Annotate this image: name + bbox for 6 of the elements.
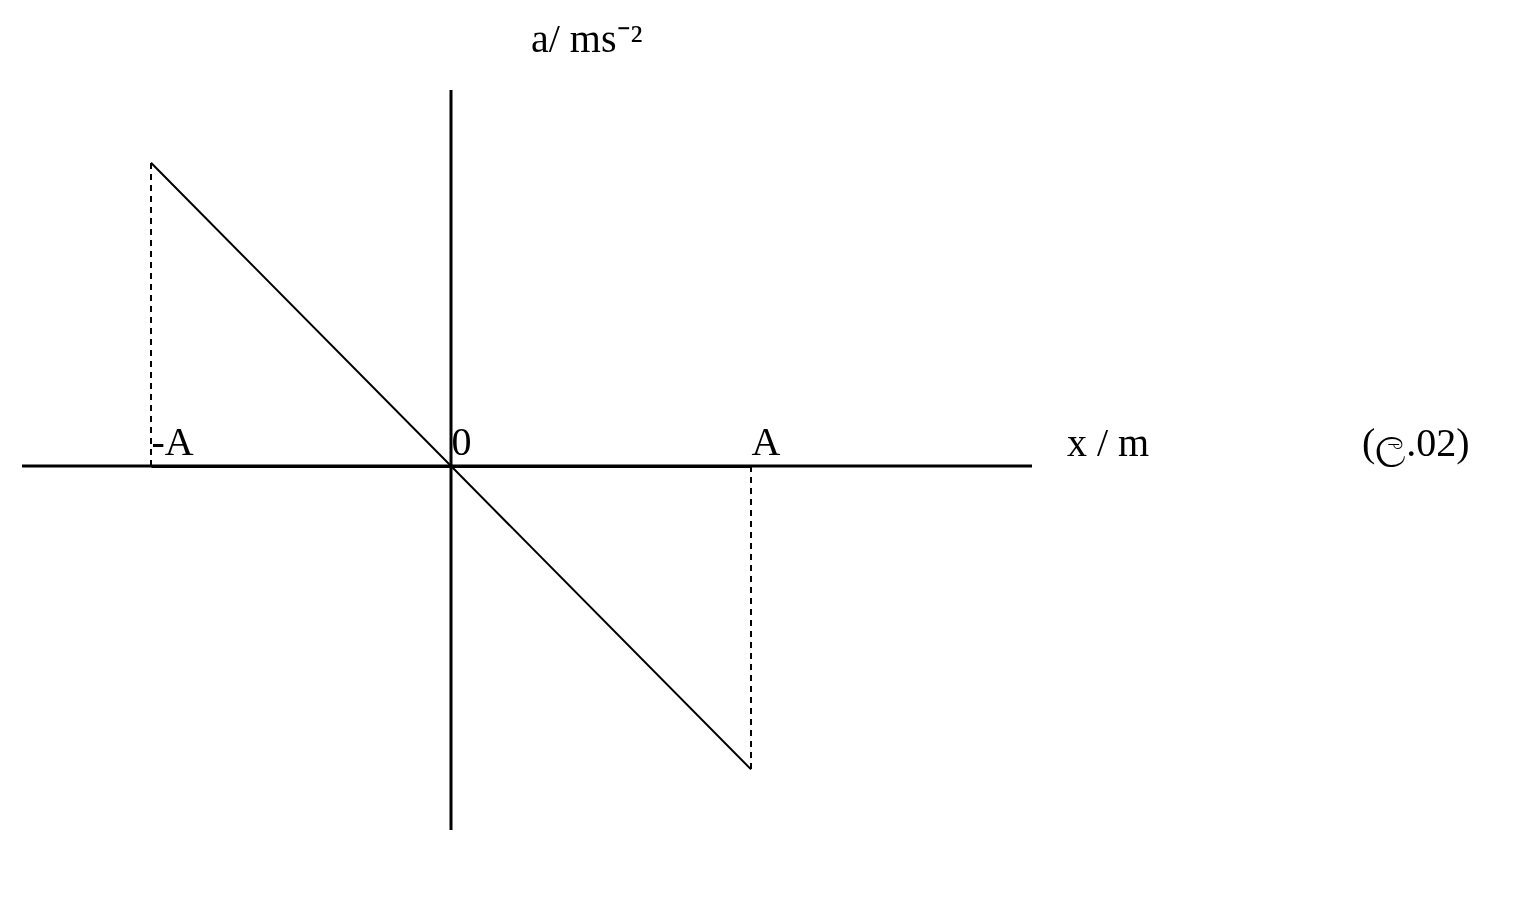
y-axis-title: a/ ms⁻² [531,16,643,61]
x-tick-label: 0 [451,418,472,464]
x-tick-label: -A [151,418,194,464]
x-axis-title: x / m [1067,420,1150,466]
text: (ල.02) [1362,420,1470,468]
x-tick-label: A [751,418,781,464]
